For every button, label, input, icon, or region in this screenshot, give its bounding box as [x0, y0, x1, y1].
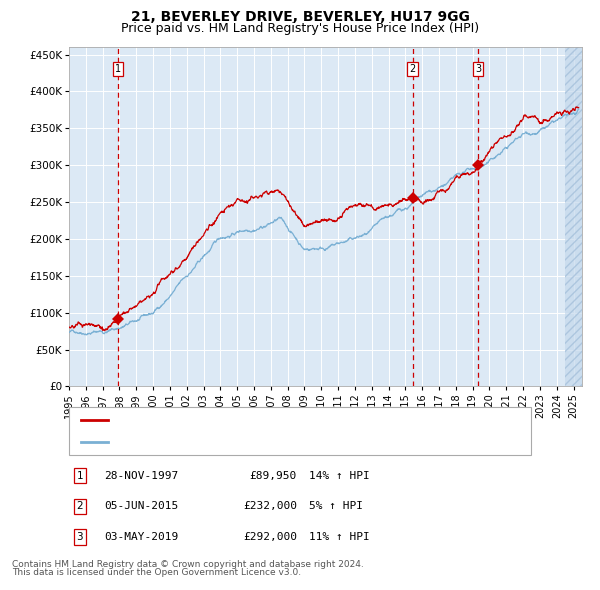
Text: 14% ↑ HPI: 14% ↑ HPI	[309, 471, 370, 480]
Text: £232,000: £232,000	[243, 502, 297, 511]
Text: Price paid vs. HM Land Registry's House Price Index (HPI): Price paid vs. HM Land Registry's House …	[121, 22, 479, 35]
Text: 28-NOV-1997: 28-NOV-1997	[104, 471, 178, 480]
Text: This data is licensed under the Open Government Licence v3.0.: This data is licensed under the Open Gov…	[12, 568, 301, 577]
Text: 03-MAY-2019: 03-MAY-2019	[104, 532, 178, 542]
Text: 3: 3	[76, 532, 83, 542]
Text: 1: 1	[115, 64, 121, 74]
Text: 21, BEVERLEY DRIVE, BEVERLEY, HU17 9GG: 21, BEVERLEY DRIVE, BEVERLEY, HU17 9GG	[131, 10, 469, 24]
Text: 5% ↑ HPI: 5% ↑ HPI	[309, 502, 363, 511]
Text: 2: 2	[76, 502, 83, 511]
Text: 3: 3	[475, 64, 481, 74]
Text: £292,000: £292,000	[243, 532, 297, 542]
Text: £89,950: £89,950	[250, 471, 297, 480]
Text: HPI: Average price, detached house, East Riding of Yorkshire: HPI: Average price, detached house, East…	[114, 437, 451, 447]
Bar	[565, 47, 582, 386]
Text: 2: 2	[410, 64, 416, 74]
Text: 05-JUN-2015: 05-JUN-2015	[104, 502, 178, 511]
Text: 21, BEVERLEY DRIVE, BEVERLEY, HU17 9GG (detached house): 21, BEVERLEY DRIVE, BEVERLEY, HU17 9GG (…	[114, 415, 461, 425]
Text: Contains HM Land Registry data © Crown copyright and database right 2024.: Contains HM Land Registry data © Crown c…	[12, 560, 364, 569]
Text: 11% ↑ HPI: 11% ↑ HPI	[309, 532, 370, 542]
Text: 1: 1	[76, 471, 83, 480]
